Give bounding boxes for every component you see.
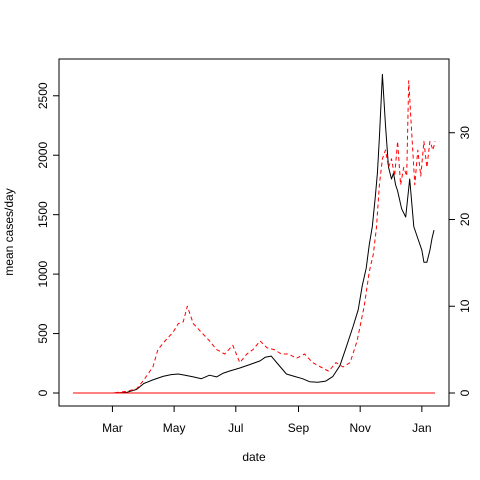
x-tick-label: Mar [102, 421, 123, 435]
y2-tick-label: 10 [458, 299, 472, 313]
x-tick-label: Nov [350, 421, 371, 435]
x-axis-label: date [242, 450, 266, 464]
plot-frame [58, 58, 450, 407]
series-line-dashed-1 [73, 80, 436, 394]
y2-tick-label: 0 [458, 389, 472, 396]
x-tick-label: Sep [288, 421, 310, 435]
series-line-0 [73, 73, 435, 394]
y-axis-right: 0 10 20 30 [448, 126, 472, 396]
x-tick-label: Jul [228, 421, 243, 435]
y-axis-left: 0 500 1000 1500 2000 2500 [36, 82, 60, 396]
y2-tick-label: 20 [458, 212, 472, 226]
y-tick-label: 2500 [36, 82, 50, 109]
y-axis-label: mean cases/day [2, 188, 16, 275]
series-layer [73, 73, 436, 394]
x-tick-label: May [163, 421, 186, 435]
y-tick-label: 2000 [36, 142, 50, 169]
x-tick-label: Jan [412, 421, 431, 435]
y-tick-label: 1000 [36, 260, 50, 287]
x-axis: Mar May Jul Sep Nov Jan [102, 405, 432, 435]
y2-tick-label: 30 [458, 126, 472, 140]
y-tick-label: 0 [36, 389, 50, 396]
y-tick-label: 1500 [36, 201, 50, 228]
y-tick-label: 500 [36, 323, 50, 343]
